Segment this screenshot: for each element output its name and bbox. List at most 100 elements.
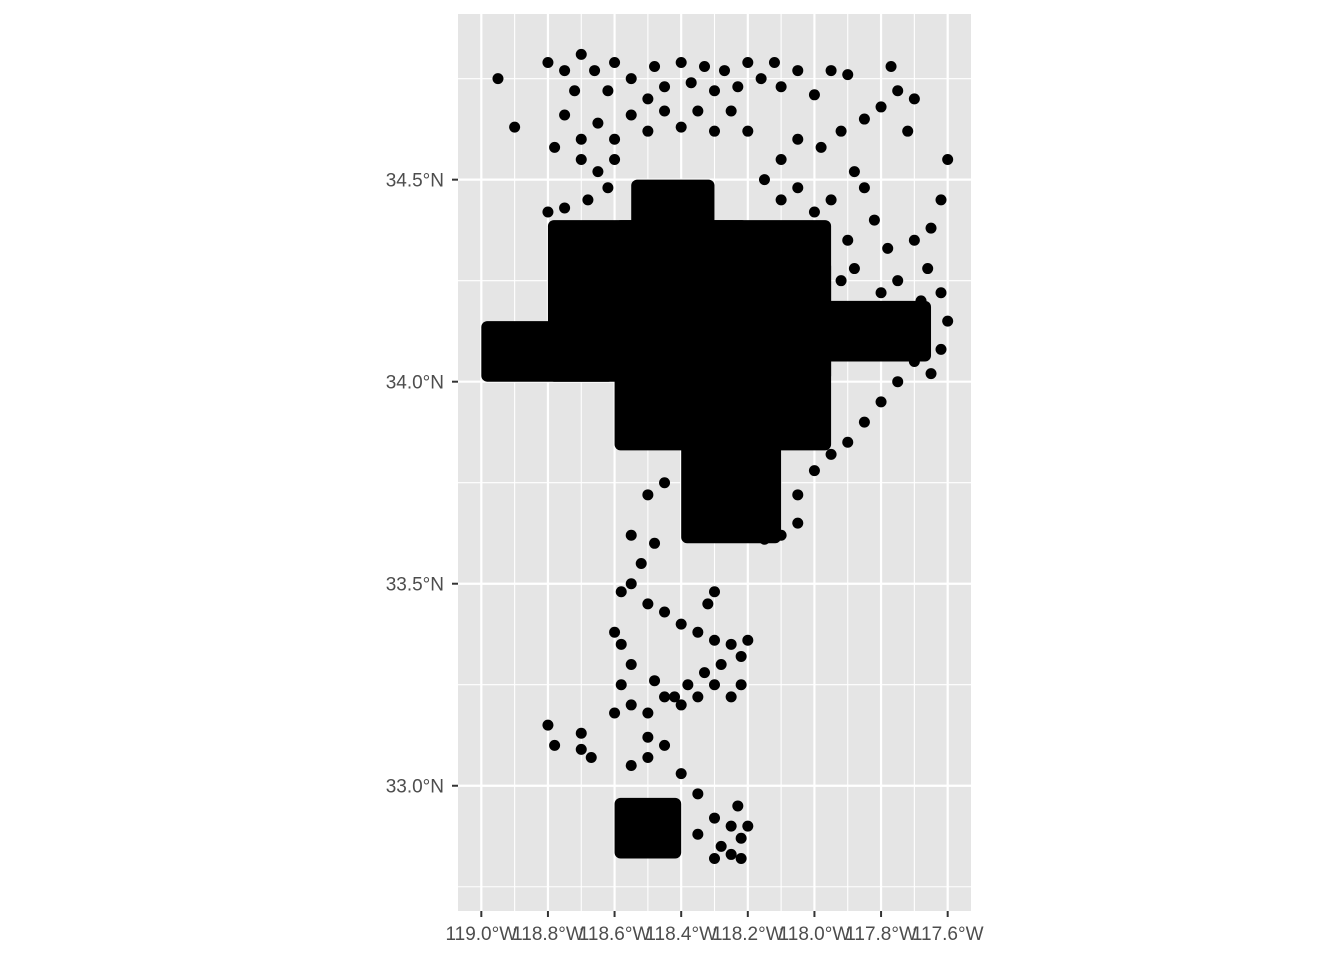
data-point <box>922 263 934 275</box>
data-point <box>559 109 571 121</box>
data-point <box>709 586 720 598</box>
data-point <box>858 113 870 125</box>
data-point <box>659 105 671 117</box>
data-point <box>575 743 587 755</box>
data-point <box>642 93 654 105</box>
x-tick-label: 118.4°W <box>645 924 717 945</box>
data-point <box>858 416 870 428</box>
data-point <box>742 529 754 541</box>
data-point <box>725 638 737 650</box>
data-point <box>659 81 671 93</box>
data-point <box>659 739 671 751</box>
dense-point-cluster <box>614 797 682 859</box>
data-point <box>609 626 621 638</box>
data-point <box>735 852 747 864</box>
data-point <box>625 578 637 590</box>
data-point <box>935 343 947 355</box>
data-point <box>718 65 730 77</box>
data-point <box>709 812 720 824</box>
data-point <box>842 436 854 448</box>
data-point <box>592 166 604 178</box>
data-point <box>682 679 694 691</box>
data-point <box>709 85 720 97</box>
data-point <box>725 820 737 832</box>
data-point <box>615 638 627 650</box>
data-point <box>609 153 621 165</box>
data-point <box>625 699 637 711</box>
data-point <box>742 125 754 137</box>
data-point <box>589 65 601 77</box>
data-point <box>732 81 744 93</box>
data-point <box>835 125 847 137</box>
data-point <box>649 675 661 687</box>
data-point <box>625 760 637 772</box>
data-point <box>892 85 904 97</box>
data-point <box>492 73 504 85</box>
data-point <box>509 121 521 133</box>
data-point <box>925 368 937 380</box>
y-tick-label: 34.5°N <box>386 171 444 192</box>
data-point <box>758 174 770 186</box>
data-point <box>709 679 720 691</box>
data-point <box>768 56 780 68</box>
data-point <box>868 214 880 226</box>
data-point <box>892 275 904 287</box>
data-points <box>492 48 954 864</box>
data-point <box>542 206 554 218</box>
data-point <box>675 699 687 711</box>
y-tick-label: 33.5°N <box>386 575 444 596</box>
data-point <box>702 598 714 610</box>
data-point <box>825 65 837 77</box>
data-point <box>675 618 687 630</box>
data-point <box>858 182 870 194</box>
x-tick-label: 119.0°W <box>445 924 517 945</box>
data-point <box>709 852 720 864</box>
data-point <box>642 489 654 501</box>
dense-point-regions <box>481 179 932 859</box>
data-point <box>575 153 587 165</box>
data-point <box>635 558 647 570</box>
x-tick-label: 118.0°W <box>779 924 851 945</box>
data-point <box>575 133 587 145</box>
data-point <box>649 61 661 73</box>
data-point <box>835 275 847 287</box>
data-point <box>625 109 637 121</box>
data-point <box>875 287 887 299</box>
data-point <box>732 800 744 812</box>
data-point <box>842 69 854 81</box>
data-point <box>649 537 661 549</box>
data-point <box>582 194 594 206</box>
data-point <box>615 586 627 598</box>
data-point <box>735 650 747 662</box>
data-point <box>692 626 704 638</box>
data-point <box>908 234 920 246</box>
data-point <box>642 125 654 137</box>
data-point <box>908 93 920 105</box>
data-point <box>615 679 627 691</box>
data-point <box>742 820 754 832</box>
data-point <box>592 117 604 129</box>
data-point <box>792 65 804 77</box>
data-point <box>908 355 920 367</box>
data-point <box>625 529 637 541</box>
data-point <box>942 153 954 165</box>
data-point <box>685 77 697 89</box>
data-point <box>792 182 804 194</box>
data-point <box>659 477 671 489</box>
data-point <box>625 659 637 671</box>
data-point <box>882 242 894 254</box>
y-axis: 33.0°N 33.5°N 34.0°N 34.5°N <box>386 171 458 798</box>
data-point <box>692 788 704 800</box>
dense-point-cluster <box>814 300 932 362</box>
data-point <box>575 727 587 739</box>
data-point <box>669 691 681 703</box>
data-point <box>715 659 727 671</box>
data-point <box>735 832 747 844</box>
data-point <box>609 133 621 145</box>
data-point <box>848 166 860 178</box>
data-point <box>892 376 904 388</box>
data-point <box>549 739 561 751</box>
data-point <box>675 56 687 68</box>
data-point <box>935 194 947 206</box>
